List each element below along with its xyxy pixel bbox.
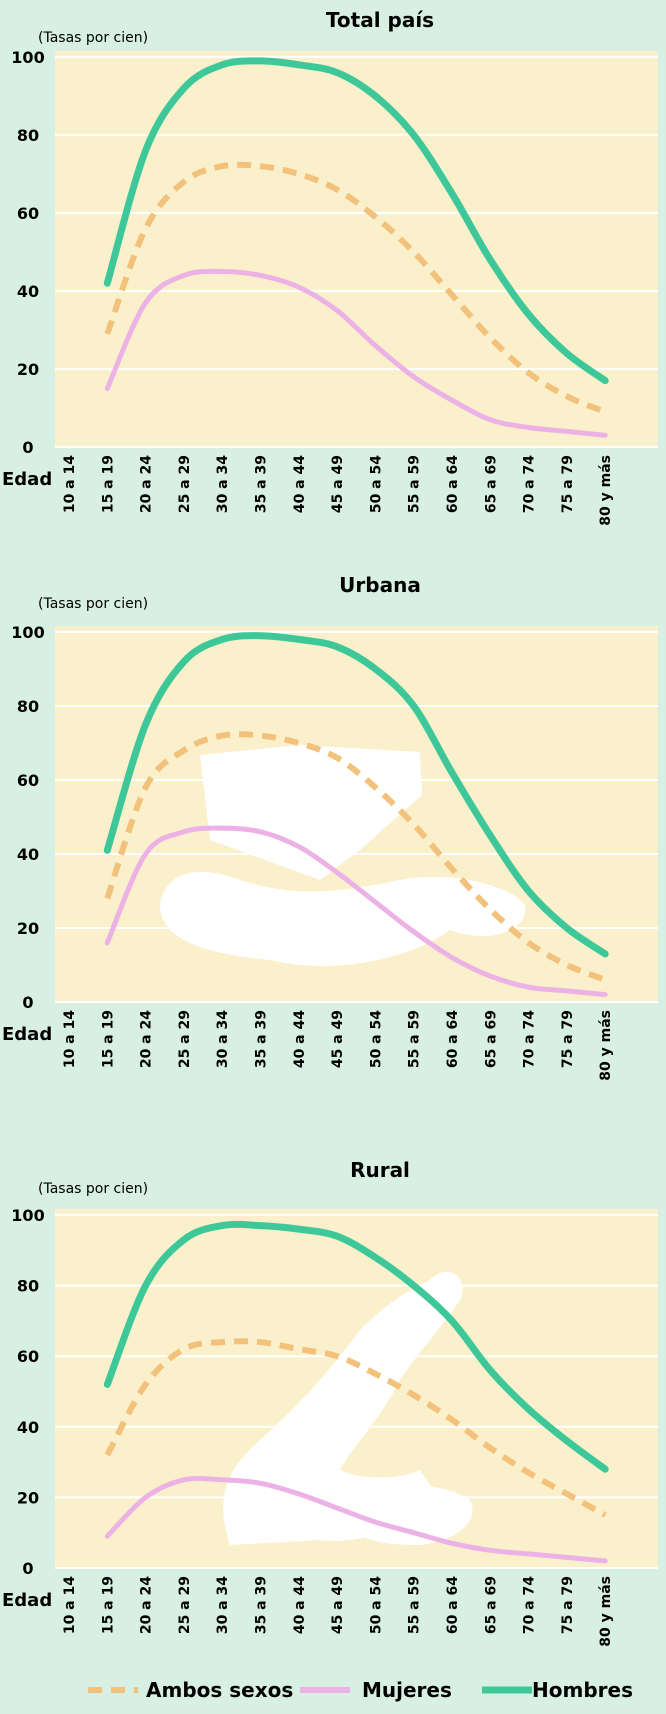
x-tick-label: 50 a 54: [368, 1576, 384, 1634]
x-tick-label: 30 a 34: [215, 455, 231, 513]
silhouette-shape: [330, 1485, 473, 1545]
x-tick-label: 70 a 74: [522, 455, 538, 513]
x-tick-label: 20 a 24: [139, 1576, 155, 1634]
x-tick-label: 65 a 69: [483, 455, 499, 513]
chart-panel-2: Urbana (Tasas por cien) 0 20 40 60 80 100 10 a 1…: [2, 573, 658, 1081]
x-tick-label: 10 a 14: [62, 1576, 78, 1634]
x-tick-label: 50 a 54: [368, 1010, 384, 1068]
x-tick-label: 50 a 54: [368, 455, 384, 513]
y-tick-label: 100: [11, 623, 44, 642]
x-tick-label: 15 a 19: [100, 1010, 116, 1068]
y-tick-label: 40: [17, 282, 39, 301]
y-tick-label: 60: [17, 1347, 39, 1366]
legend-label: Mujeres: [362, 1678, 452, 1702]
series-line-mujeres: [104, 268, 608, 438]
y-axis-label: (Tasas por cien): [38, 30, 148, 46]
x-tick-label: 75 a 79: [560, 1576, 576, 1634]
x-tick-label: 25 a 29: [177, 1576, 193, 1634]
x-tick-label: 70 a 74: [522, 1576, 538, 1634]
x-tick-label: 55 a 59: [407, 1576, 423, 1634]
series-line-mujeres: [104, 825, 608, 998]
series-line-ambos-sexos: [104, 731, 607, 983]
x-tick-label: 35 a 39: [254, 1576, 270, 1634]
legend-label: Hombres: [532, 1678, 633, 1702]
x-axis-label: Edad: [2, 1590, 52, 1611]
series-line-hombres: [103, 1220, 609, 1473]
chart-title: Urbana: [339, 573, 421, 597]
x-tick-label: 10 a 14: [62, 1010, 78, 1068]
series-line-ambos-sexos: [104, 161, 607, 415]
y-tick-label: 40: [17, 845, 39, 864]
x-tick-label: 20 a 24: [139, 455, 155, 513]
chart-title: Total país: [326, 8, 434, 32]
x-tick-label: 60 a 64: [445, 455, 461, 513]
y-tick-label: 20: [17, 1488, 39, 1507]
y-tick-label: 20: [17, 919, 39, 938]
x-tick-label: 75 a 79: [560, 1010, 576, 1068]
x-axis-label: Edad: [2, 469, 52, 490]
chart-panel-1: Total país (Tasas por cien) 0 20 40 60 80 100 10…: [2, 8, 658, 526]
x-tick-label: 65 a 69: [483, 1576, 499, 1634]
y-tick-label: 80: [17, 697, 39, 716]
x-tick-label: 55 a 59: [407, 455, 423, 513]
x-tick-label: 80 y más: [598, 455, 614, 526]
y-axis-label: (Tasas por cien): [38, 596, 148, 612]
y-tick-label: 0: [22, 1559, 33, 1578]
y-tick-label: 80: [17, 126, 39, 145]
series-line-mujeres: [104, 1475, 608, 1564]
y-tick-label: 0: [22, 993, 33, 1012]
y-tick-label: 40: [17, 1418, 39, 1437]
y-tick-label: 20: [17, 360, 39, 379]
chart-title: Rural: [350, 1158, 410, 1182]
silhouette-shape: [160, 872, 526, 966]
x-tick-label: 20 a 24: [139, 1010, 155, 1068]
x-tick-label: 40 a 44: [292, 1576, 308, 1634]
x-tick-label: 40 a 44: [292, 1010, 308, 1068]
x-tick-label: 45 a 49: [330, 1576, 346, 1634]
y-tick-label: 100: [11, 48, 44, 67]
plot-area: [55, 51, 658, 447]
x-tick-label: 30 a 34: [215, 1576, 231, 1634]
legend: Ambos sexos Mujeres Hombres: [88, 1678, 633, 1702]
x-tick-label: 65 a 69: [483, 1010, 499, 1068]
legend-label: Ambos sexos: [146, 1678, 293, 1702]
silhouette-shape: [200, 745, 422, 880]
x-tick-label: 15 a 19: [100, 455, 116, 513]
series-line-hombres: [103, 632, 609, 958]
y-axis-label: (Tasas por cien): [38, 1181, 148, 1197]
y-tick-label: 60: [17, 204, 39, 223]
x-tick-label: 60 a 64: [445, 1576, 461, 1634]
silhouette-shape: [223, 1271, 463, 1545]
x-tick-label: 15 a 19: [100, 1576, 116, 1634]
x-tick-label: 45 a 49: [330, 455, 346, 513]
x-tick-label: 35 a 39: [254, 1010, 270, 1068]
chart-panel-3: Rural (Tasas por cien) 0 20 40 60 80 100 10 a 14…: [2, 1158, 658, 1647]
x-tick-label: 35 a 39: [254, 455, 270, 513]
series-line-hombres: [103, 57, 609, 385]
x-tick-label: 25 a 29: [177, 1010, 193, 1068]
x-tick-label: 30 a 34: [215, 1010, 231, 1068]
x-tick-label: 80 y más: [598, 1576, 614, 1647]
x-tick-label: 55 a 59: [407, 1010, 423, 1068]
x-tick-label: 80 y más: [598, 1010, 614, 1081]
y-tick-label: 100: [11, 1206, 44, 1225]
x-tick-label: 45 a 49: [330, 1010, 346, 1068]
x-tick-label: 25 a 29: [177, 455, 193, 513]
x-axis-label: Edad: [2, 1024, 52, 1045]
x-tick-label: 75 a 79: [560, 455, 576, 513]
y-tick-label: 0: [22, 438, 33, 457]
series-line-ambos-sexos: [104, 1338, 607, 1518]
y-tick-label: 80: [17, 1277, 39, 1296]
y-tick-label: 60: [17, 771, 39, 790]
x-tick-label: 40 a 44: [292, 455, 308, 513]
x-tick-label: 70 a 74: [522, 1010, 538, 1068]
x-tick-label: 10 a 14: [62, 455, 78, 513]
x-tick-label: 60 a 64: [445, 1010, 461, 1068]
